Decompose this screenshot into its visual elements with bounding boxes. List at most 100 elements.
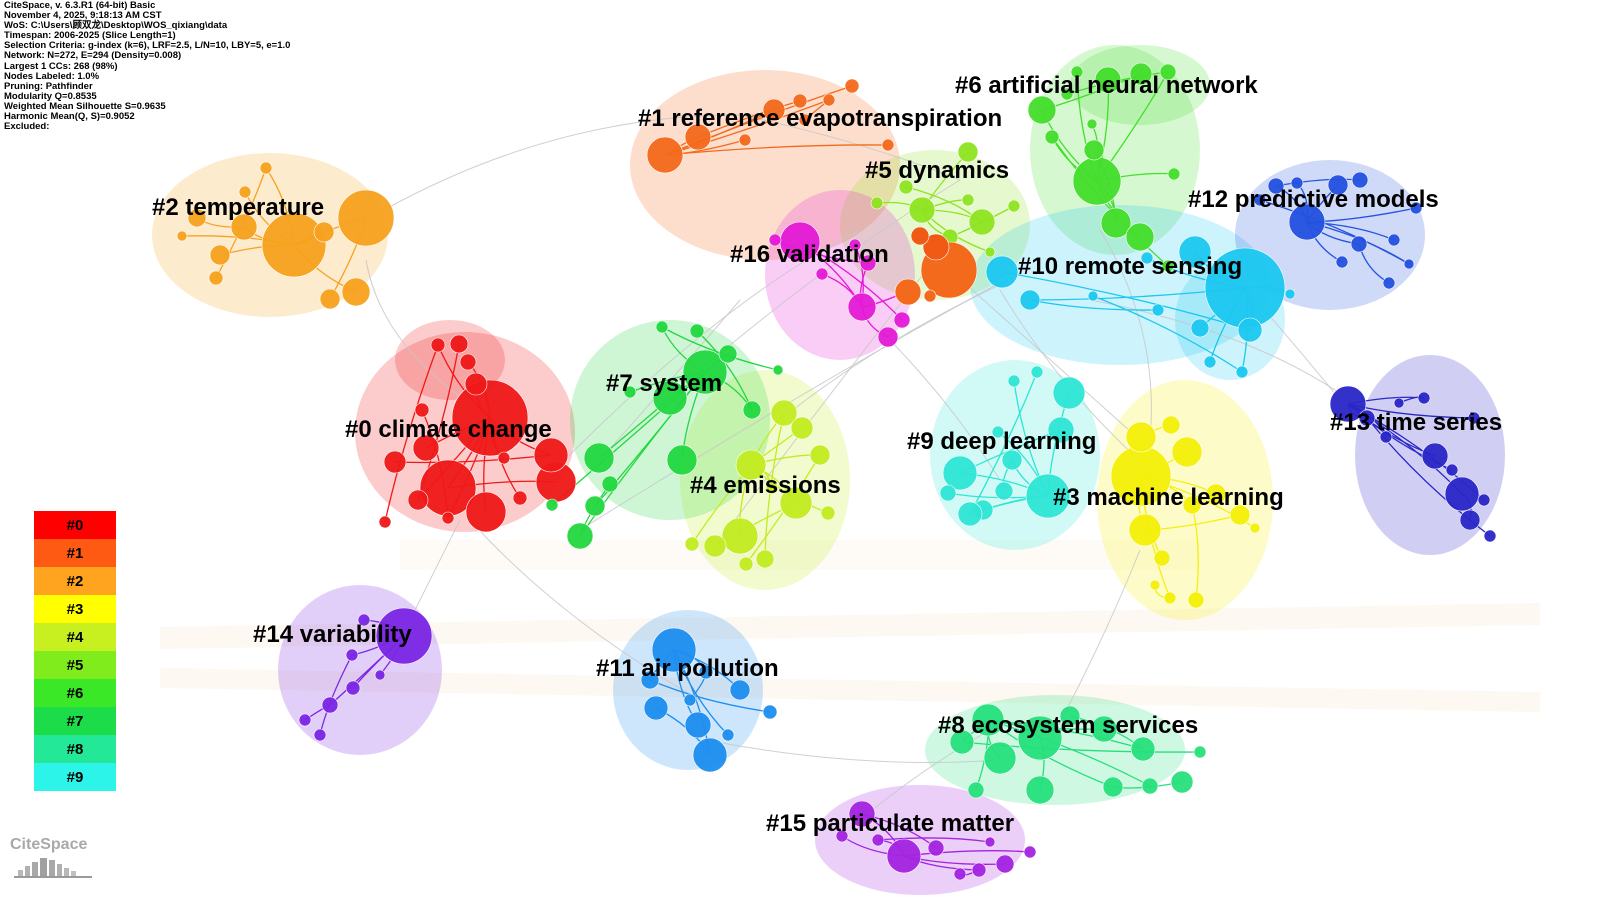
reference-node[interactable] xyxy=(770,399,798,427)
reference-node[interactable] xyxy=(1187,591,1205,609)
reference-node[interactable] xyxy=(655,320,669,334)
reference-node[interactable] xyxy=(1382,276,1396,290)
reference-node[interactable] xyxy=(742,400,762,420)
reference-node[interactable] xyxy=(809,444,831,466)
reference-node[interactable] xyxy=(640,670,660,690)
reference-node[interactable] xyxy=(1387,233,1401,247)
reference-node[interactable] xyxy=(721,728,735,742)
reference-node[interactable] xyxy=(459,353,477,371)
reference-node[interactable] xyxy=(623,385,637,399)
reference-node[interactable] xyxy=(1205,483,1227,505)
reference-node[interactable] xyxy=(1193,745,1207,759)
reference-node[interactable] xyxy=(1171,436,1203,468)
reference-node[interactable] xyxy=(942,455,978,491)
reference-node[interactable] xyxy=(601,475,619,493)
reference-node[interactable] xyxy=(1335,255,1349,269)
cluster-label[interactable]: #6 artificial neural network xyxy=(955,72,1258,99)
reference-node[interactable] xyxy=(374,669,386,681)
reference-node[interactable] xyxy=(1019,289,1041,311)
reference-node[interactable] xyxy=(1445,463,1459,477)
cluster-label[interactable]: #4 emissions xyxy=(690,472,841,499)
reference-node[interactable] xyxy=(666,444,698,476)
reference-node[interactable] xyxy=(729,679,751,701)
reference-node[interactable] xyxy=(721,517,759,555)
reference-node[interactable] xyxy=(1483,529,1497,543)
reference-node[interactable] xyxy=(451,379,529,457)
reference-node[interactable] xyxy=(1070,65,1084,79)
reference-node[interactable] xyxy=(1235,365,1249,379)
reference-node[interactable] xyxy=(1149,579,1161,591)
reference-node[interactable] xyxy=(961,193,975,207)
reference-node[interactable] xyxy=(313,728,327,742)
reference-node[interactable] xyxy=(738,556,754,572)
reference-node[interactable] xyxy=(238,185,252,199)
reference-node[interactable] xyxy=(1253,193,1267,207)
reference-node[interactable] xyxy=(465,491,507,533)
reference-node[interactable] xyxy=(881,138,895,152)
reference-node[interactable] xyxy=(383,450,407,474)
reference-node[interactable] xyxy=(412,434,440,462)
reference-node[interactable] xyxy=(971,703,1005,737)
reference-node[interactable] xyxy=(762,704,778,720)
reference-node[interactable] xyxy=(1393,397,1405,409)
reference-node[interactable] xyxy=(187,208,207,228)
reference-node[interactable] xyxy=(1102,776,1124,798)
reference-node[interactable] xyxy=(1249,522,1261,534)
reference-node[interactable] xyxy=(230,213,258,241)
reference-node[interactable] xyxy=(995,854,1015,874)
reference-node[interactable] xyxy=(378,515,392,529)
cluster-label[interactable]: #13 time series xyxy=(1330,409,1502,436)
reference-node[interactable] xyxy=(848,800,876,828)
reference-node[interactable] xyxy=(847,292,877,322)
reference-node[interactable] xyxy=(762,98,786,122)
reference-node[interactable] xyxy=(1090,715,1118,743)
reference-node[interactable] xyxy=(910,226,930,246)
reference-node[interactable] xyxy=(1025,775,1055,805)
reference-node[interactable] xyxy=(1467,411,1481,425)
reference-node[interactable] xyxy=(792,93,808,109)
reference-node[interactable] xyxy=(772,364,784,376)
reference-node[interactable] xyxy=(1052,376,1086,410)
reference-node[interactable] xyxy=(1125,222,1155,252)
reference-node[interactable] xyxy=(1288,203,1326,241)
reference-node[interactable] xyxy=(953,867,967,881)
reference-node[interactable] xyxy=(886,838,922,874)
reference-node[interactable] xyxy=(894,278,922,306)
reference-node[interactable] xyxy=(1161,259,1175,273)
reference-node[interactable] xyxy=(1284,288,1296,300)
cluster-label[interactable]: #12 predictive models xyxy=(1188,186,1439,213)
reference-node[interactable] xyxy=(1128,513,1162,547)
reference-node[interactable] xyxy=(1329,385,1367,423)
reference-node[interactable] xyxy=(1190,318,1210,338)
reference-node[interactable] xyxy=(533,437,569,473)
reference-node[interactable] xyxy=(684,711,712,739)
reference-node[interactable] xyxy=(703,534,727,558)
cluster-label[interactable]: #2 temperature xyxy=(152,194,324,221)
reference-node[interactable] xyxy=(1167,167,1181,181)
reference-node[interactable] xyxy=(893,311,911,329)
reference-node[interactable] xyxy=(991,425,1005,439)
reference-node[interactable] xyxy=(1182,495,1202,515)
reference-node[interactable] xyxy=(735,449,767,481)
reference-node[interactable] xyxy=(684,123,712,151)
reference-node[interactable] xyxy=(375,607,433,665)
reference-node[interactable] xyxy=(1060,87,1074,101)
cluster-label[interactable]: #15 particulate matter xyxy=(766,810,1014,837)
reference-node[interactable] xyxy=(835,829,849,843)
reference-node[interactable] xyxy=(1351,171,1369,189)
reference-node[interactable] xyxy=(1290,176,1304,190)
reference-node[interactable] xyxy=(321,696,339,714)
cluster-label[interactable]: #10 remote sensing xyxy=(1018,253,1242,280)
reference-node[interactable] xyxy=(208,270,224,286)
reference-node[interactable] xyxy=(497,451,511,465)
reference-node[interactable] xyxy=(1072,156,1122,206)
reference-node[interactable] xyxy=(1125,421,1157,453)
reference-node[interactable] xyxy=(313,221,335,243)
reference-node[interactable] xyxy=(1044,129,1060,145)
reference-node[interactable] xyxy=(898,179,914,195)
reference-node[interactable] xyxy=(1007,199,1021,213)
reference-node[interactable] xyxy=(652,380,688,416)
reference-node[interactable] xyxy=(209,244,231,266)
reference-node[interactable] xyxy=(985,255,1019,289)
reference-node[interactable] xyxy=(967,781,985,799)
